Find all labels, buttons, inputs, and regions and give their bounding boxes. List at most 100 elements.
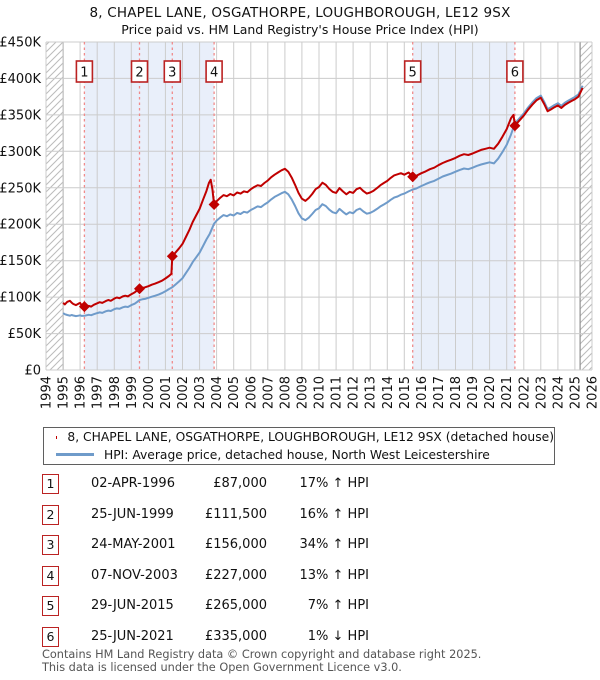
- chart-legend: 8, CHAPEL LANE, OSGATHORPE, LOUGHBOROUGH…: [43, 427, 555, 465]
- price-history-chart: 1 2 3 4 5 6 £0 £50K £100K £150K £200K £250K £30…: [0, 36, 600, 410]
- sale-number-box: [130, 60, 149, 83]
- legend-line-swatch: [56, 435, 58, 439]
- sale-row-6: 6 25-JUN-2021 £335,000 1% ↓ HPI: [42, 626, 562, 649]
- x-tick-label: 2009: [295, 376, 310, 409]
- sale-price: £335,000: [204, 628, 267, 644]
- sale-number-badge: 4: [42, 565, 59, 586]
- x-tick-label: 2019: [466, 376, 481, 409]
- y-tick-label: £250K: [0, 181, 41, 196]
- sale-hpi-delta: 13% ↑ HPI: [299, 567, 369, 583]
- x-tick-label: 2023: [534, 376, 549, 409]
- y-tick-label: £50K: [8, 327, 42, 342]
- y-tick-label: £200K: [0, 218, 41, 233]
- x-tick-label: 1996: [74, 376, 89, 409]
- page-title: 8, CHAPEL LANE, OSGATHORPE, LOUGHBOROUGH…: [89, 5, 511, 21]
- sale-marker: [78, 301, 90, 313]
- x-tick-label: 2024: [551, 376, 566, 409]
- sale-number-badge: 2: [42, 504, 59, 525]
- x-tick-label: 2022: [517, 376, 532, 409]
- footer-line-2: This data is licensed under the Open Gov…: [42, 661, 402, 674]
- legend-item-price-paid: 8, CHAPEL LANE, OSGATHORPE, LOUGHBOROUGH…: [44, 430, 554, 445]
- sale-price: £227,000: [204, 567, 267, 583]
- sale-hpi-delta: 1% ↓ HPI: [307, 628, 369, 644]
- svg-text:1: 1: [80, 66, 88, 81]
- no-data-hatch: [580, 42, 592, 370]
- sale-date: 07-NOV-2003: [91, 567, 178, 583]
- sale-number-box: [506, 60, 524, 83]
- x-tick-label: 2006: [244, 376, 259, 409]
- sale-date: 25-JUN-2021: [91, 628, 174, 644]
- y-tick-label: £350K: [0, 108, 41, 123]
- sale-row-1: 1 02-APR-1996 £87,000 17% ↑ HPI: [42, 474, 562, 496]
- y-tick-label: £300K: [0, 145, 41, 160]
- sale-number-box: [163, 60, 182, 83]
- svg-text:5: 5: [409, 66, 417, 81]
- sale-price: £111,500: [204, 506, 267, 522]
- y-tick-label: £100K: [0, 291, 41, 306]
- x-tick-label: 2007: [261, 376, 276, 409]
- x-tick-label: 2020: [483, 376, 498, 409]
- x-tick-label: 1994: [40, 376, 55, 409]
- x-tick-label: 2012: [347, 376, 362, 409]
- sale-date: 02-APR-1996: [91, 476, 175, 491]
- y-tick-label: £400K: [0, 72, 41, 87]
- sale-marker: [134, 283, 145, 295]
- sale-number-badge: 1: [42, 474, 59, 494]
- x-tick-label: 1999: [125, 376, 140, 409]
- license-footer: Contains HM Land Registry data © Crown c…: [42, 648, 582, 674]
- x-tick-label: 2025: [568, 376, 583, 409]
- legend-line-swatch: [56, 453, 94, 457]
- no-data-hatch: [46, 42, 64, 370]
- x-tick-label: 2000: [142, 376, 157, 409]
- sale-date: 24-MAY-2001: [91, 537, 176, 552]
- sale-number-badge: 6: [42, 626, 59, 647]
- sale-row-4: 4 07-NOV-2003 £227,000 13% ↑ HPI: [42, 565, 562, 588]
- x-tick-label: 2013: [364, 376, 379, 409]
- x-tick-label: 2026: [586, 376, 600, 409]
- x-tick-label: 2018: [449, 376, 464, 409]
- svg-text:4: 4: [210, 66, 218, 81]
- sale-marker: [509, 120, 521, 132]
- x-tick-label: 1995: [57, 376, 72, 409]
- sale-hpi-delta: 7% ↑ HPI: [307, 598, 369, 613]
- sale-row-2: 2 25-JUN-1999 £111,500 16% ↑ HPI: [42, 504, 562, 527]
- sale-price: £156,000: [204, 537, 267, 552]
- x-tick-label: 2011: [330, 376, 345, 409]
- x-tick-label: 2008: [278, 376, 293, 409]
- x-tick-label: 2004: [210, 376, 225, 409]
- sale-number-badge: 3: [42, 535, 59, 555]
- x-tick-label: 2003: [193, 376, 208, 409]
- sale-number-box: [403, 60, 422, 83]
- sale-price: £87,000: [213, 476, 267, 491]
- svg-text:6: 6: [511, 66, 519, 81]
- x-tick-label: 1997: [91, 376, 106, 409]
- sale-date: 29-JUN-2015: [91, 598, 174, 613]
- sale-marker: [208, 199, 220, 210]
- legend-label: 8, CHAPEL LANE, OSGATHORPE, LOUGHBOROUGH…: [67, 430, 554, 445]
- svg-text:2: 2: [135, 66, 143, 81]
- sale-hpi-delta: 16% ↑ HPI: [299, 506, 369, 522]
- y-tick-label: £450K: [0, 36, 41, 51]
- shaded-band: [84, 42, 215, 370]
- x-tick-label: 2002: [176, 376, 191, 409]
- sale-number-box: [75, 60, 94, 83]
- x-tick-label: 2014: [381, 376, 396, 409]
- y-tick-label: £150K: [0, 254, 41, 269]
- shaded-band: [412, 42, 515, 370]
- footer-line-1: Contains HM Land Registry data © Crown c…: [42, 648, 482, 661]
- sale-hpi-delta: 34% ↑ HPI: [299, 537, 369, 552]
- hpi-line: [62, 85, 584, 318]
- sale-hpi-delta: 17% ↑ HPI: [299, 476, 369, 491]
- sale-date: 25-JUN-1999: [91, 506, 174, 522]
- sale-number-box: [205, 60, 223, 83]
- x-tick-label: 2010: [313, 376, 328, 409]
- sale-marker: [166, 250, 178, 262]
- sale-row-3: 3 24-MAY-2001 £156,000 34% ↑ HPI: [42, 535, 562, 557]
- x-tick-label: 2001: [159, 376, 174, 409]
- price_paid-line: [62, 87, 584, 309]
- svg-text:3: 3: [168, 66, 176, 81]
- x-tick-label: 2015: [398, 376, 413, 409]
- page-subtitle: Price paid vs. HM Land Registry's House …: [121, 22, 479, 37]
- legend-label: HPI: Average price, detached house, Nort…: [104, 447, 490, 462]
